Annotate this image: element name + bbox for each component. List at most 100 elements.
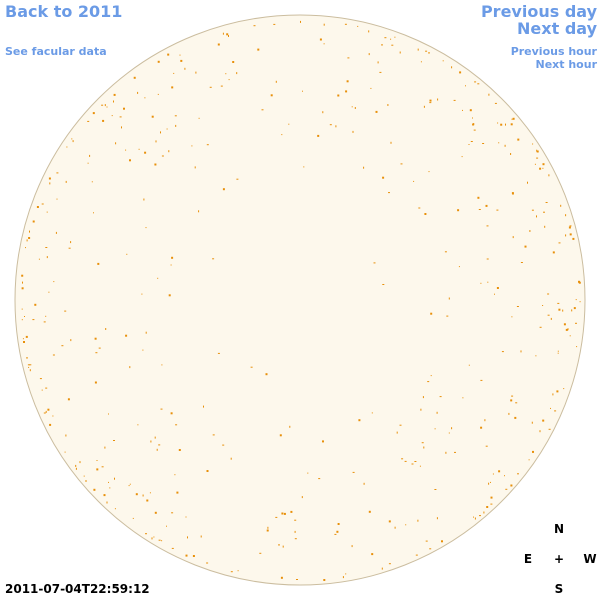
facula [515, 402, 518, 404]
facula [45, 410, 47, 413]
facula [267, 526, 269, 529]
facula [66, 146, 68, 148]
facula [228, 35, 229, 37]
facula [539, 430, 541, 433]
facula [558, 308, 561, 311]
facula [425, 540, 428, 542]
facula [21, 319, 23, 321]
facula [176, 491, 179, 494]
facula [106, 501, 108, 504]
facula [335, 125, 337, 128]
facula [535, 355, 537, 357]
facula [161, 364, 163, 366]
compass-east[interactable]: E [523, 552, 533, 566]
facula [512, 117, 515, 120]
facula [404, 460, 407, 462]
facula [421, 442, 424, 444]
facula [217, 352, 220, 354]
facula [542, 167, 544, 169]
facula [567, 328, 569, 331]
compass-center[interactable]: + [553, 552, 565, 566]
back-link[interactable]: Back to 2011 [5, 2, 123, 21]
facula [29, 230, 30, 233]
facula [405, 524, 407, 526]
facula [511, 395, 514, 397]
facula [145, 227, 147, 229]
facula [25, 247, 26, 249]
facula [92, 112, 95, 115]
facula [542, 163, 545, 166]
facula [22, 338, 24, 340]
facula [357, 25, 359, 27]
facula [480, 379, 483, 381]
next-day-link[interactable]: Next day [517, 19, 597, 38]
facula [557, 352, 559, 354]
facula [453, 99, 456, 101]
facula [161, 155, 164, 157]
facula [512, 236, 514, 239]
facula [371, 412, 373, 414]
facula [510, 399, 513, 402]
facula [153, 536, 155, 538]
facula [96, 468, 99, 471]
facula [43, 412, 46, 414]
facula [157, 277, 159, 279]
facula [399, 51, 401, 54]
compass-south[interactable]: S [554, 582, 564, 596]
facula [125, 334, 128, 337]
facula [496, 287, 499, 289]
facula [490, 481, 491, 483]
facula [102, 119, 105, 122]
facula [253, 25, 256, 27]
facula [465, 85, 466, 87]
facula [157, 60, 160, 63]
facula [382, 176, 385, 179]
previous-hour-link[interactable]: Previous hour [510, 45, 597, 58]
facula [490, 503, 493, 505]
facula [173, 72, 175, 74]
facula [323, 579, 326, 581]
facula [39, 378, 42, 380]
facula [439, 396, 442, 398]
facula [104, 446, 106, 449]
facula [382, 284, 385, 285]
facula [500, 123, 503, 126]
facula [415, 554, 418, 556]
facula [137, 424, 139, 426]
facula [454, 451, 456, 453]
facula [230, 457, 232, 460]
facula [151, 115, 154, 118]
facula [352, 471, 355, 473]
facula [484, 419, 486, 422]
facula [483, 511, 485, 514]
facula [281, 512, 284, 515]
previous-day-link[interactable]: Previous day [480, 2, 597, 21]
facula [494, 293, 495, 295]
facula [24, 316, 25, 317]
facula [336, 530, 339, 533]
facular-link[interactable]: See facular data [5, 45, 107, 58]
facula [146, 499, 149, 502]
facula [345, 90, 348, 93]
facula [494, 102, 497, 104]
solar-disc [14, 14, 586, 586]
facula [70, 339, 72, 342]
facula [113, 440, 115, 441]
facula [133, 76, 136, 79]
facula [144, 151, 147, 154]
facula [111, 115, 113, 117]
facula [370, 87, 372, 89]
facula [301, 496, 303, 499]
facula [185, 554, 188, 557]
facula [428, 52, 430, 54]
facula [422, 396, 424, 399]
facula [480, 282, 482, 284]
compass-north[interactable]: N [553, 522, 565, 536]
facula [510, 484, 513, 487]
facula [542, 419, 545, 422]
facula [490, 496, 493, 499]
compass-west[interactable]: W [583, 552, 597, 566]
facula [379, 71, 382, 73]
next-hour-link[interactable]: Next hour [535, 58, 598, 71]
